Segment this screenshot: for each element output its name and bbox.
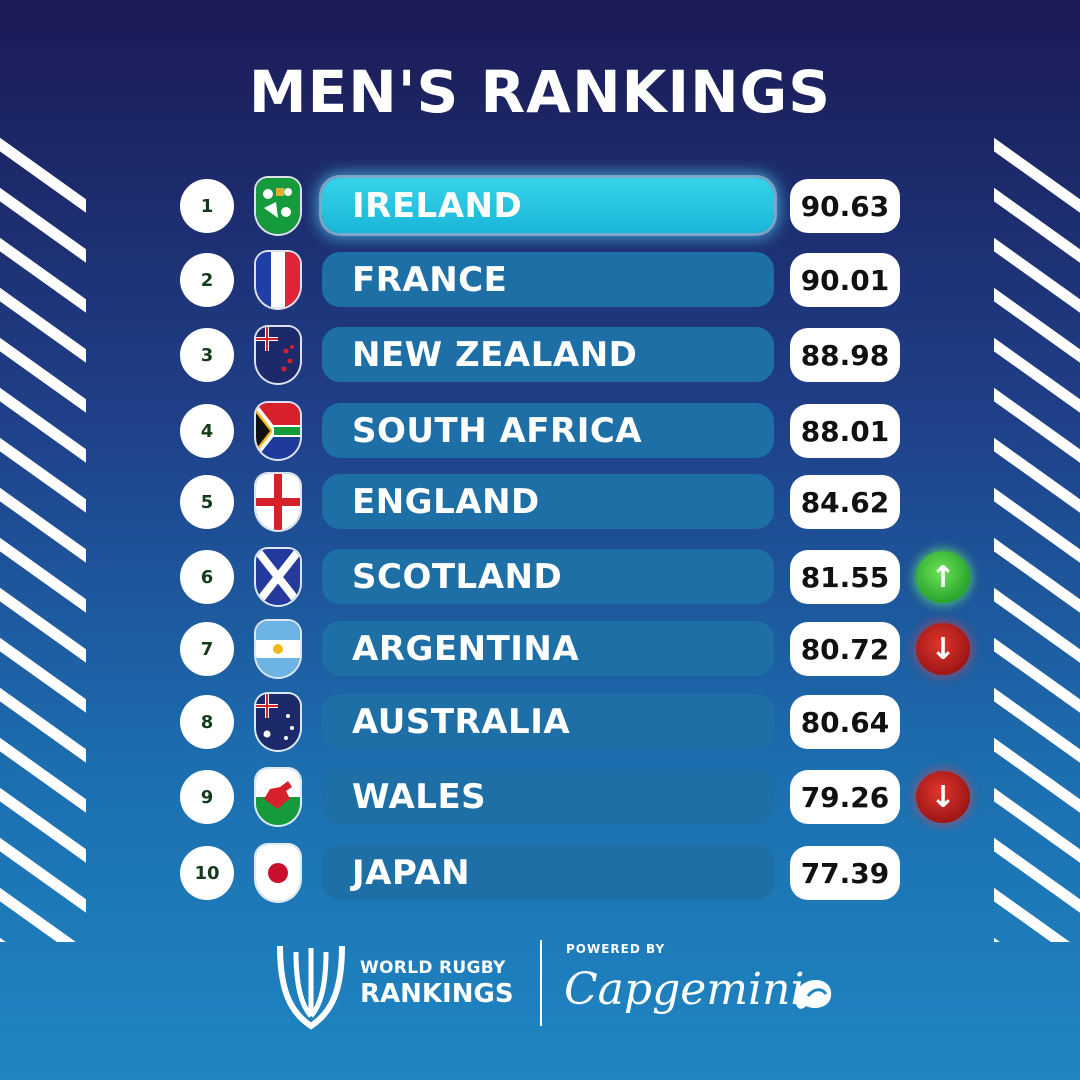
rank-number: 6 — [180, 550, 234, 604]
team-name: NEW ZEALAND — [322, 327, 774, 382]
team-name: IRELAND — [322, 178, 774, 233]
rank-number: 8 — [180, 695, 234, 749]
right-stripe-decoration — [994, 136, 1080, 942]
page-title: MEN'S RANKINGS — [248, 58, 832, 126]
rank-number: 3 — [180, 328, 234, 382]
team-name: JAPAN — [322, 845, 774, 900]
footer: WORLD RUGBY RANKINGS POWERED BY Capgemin… — [0, 936, 1080, 1036]
rank-number: 9 — [180, 770, 234, 824]
ranking-row: 2 FRANCE 90.01 — [0, 250, 1080, 310]
left-stripe-decoration — [0, 136, 86, 942]
rank-number: 7 — [180, 622, 234, 676]
team-name: SCOTLAND — [322, 549, 774, 604]
world-rugby-logo-icon — [276, 940, 346, 1030]
points-value: 90.63 — [790, 179, 900, 233]
ranking-row: 10 JAPAN 77.39 — [0, 843, 1080, 903]
ranking-row: 3 NEW ZEALAND 88.98 — [0, 325, 1080, 385]
ranking-row: 4 SOUTH AFRICA 88.01 — [0, 401, 1080, 461]
down-arrow-icon: ↓ — [916, 771, 970, 823]
world-rugby-rankings-wordmark: WORLD RUGBY RANKINGS — [360, 958, 514, 1009]
points-value: 90.01 — [790, 253, 900, 307]
up-arrow-icon: ↑ — [916, 551, 970, 603]
ranking-row: 9 WALES 79.26 ↓ — [0, 767, 1080, 827]
rank-number: 1 — [180, 179, 234, 233]
points-value: 77.39 — [790, 846, 900, 900]
australia-flag-icon — [256, 694, 300, 750]
points-value: 88.98 — [790, 328, 900, 382]
ranking-row: 8 AUSTRALIA 80.64 — [0, 692, 1080, 752]
team-name: SOUTH AFRICA — [322, 403, 774, 458]
ranking-row: 7 ARGENTINA 80.72 ↓ — [0, 619, 1080, 679]
england-flag-icon — [256, 474, 300, 530]
points-value: 88.01 — [790, 404, 900, 458]
argentina-flag-icon — [256, 621, 300, 677]
sponsor-name: Capgemini — [564, 964, 805, 1015]
wordmark-line-1: WORLD RUGBY — [360, 958, 506, 978]
team-name: WALES — [322, 769, 774, 824]
rank-number: 4 — [180, 404, 234, 458]
points-value: 79.26 — [790, 770, 900, 824]
rank-number: 2 — [180, 253, 234, 307]
team-name: AUSTRALIA — [322, 694, 774, 749]
rank-number: 10 — [180, 846, 234, 900]
south-africa-flag-icon — [256, 403, 300, 459]
points-value: 84.62 — [790, 475, 900, 529]
footer-divider — [540, 940, 542, 1026]
france-flag-icon — [256, 252, 300, 308]
wordmark-line-2: RANKINGS — [360, 979, 514, 1009]
ireland-flag-icon — [256, 178, 300, 234]
new-zealand-flag-icon — [256, 327, 300, 383]
powered-by-label: POWERED BY — [566, 942, 666, 956]
team-name: ARGENTINA — [322, 621, 774, 676]
japan-flag-icon — [256, 845, 300, 901]
capgemini-spade-icon — [790, 974, 836, 1014]
points-value: 80.64 — [790, 695, 900, 749]
ranking-row: 1 IRELAND 90.63 — [0, 176, 1080, 236]
points-value: 81.55 — [790, 550, 900, 604]
scotland-flag-icon — [256, 549, 300, 605]
ranking-row: 6 SCOTLAND 81.55 ↑ — [0, 547, 1080, 607]
rank-number: 5 — [180, 475, 234, 529]
points-value: 80.72 — [790, 622, 900, 676]
ranking-row: 5 ENGLAND 84.62 — [0, 472, 1080, 532]
down-arrow-icon: ↓ — [916, 623, 970, 675]
team-name: FRANCE — [322, 252, 774, 307]
wales-flag-icon — [256, 769, 300, 825]
team-name: ENGLAND — [322, 474, 774, 529]
